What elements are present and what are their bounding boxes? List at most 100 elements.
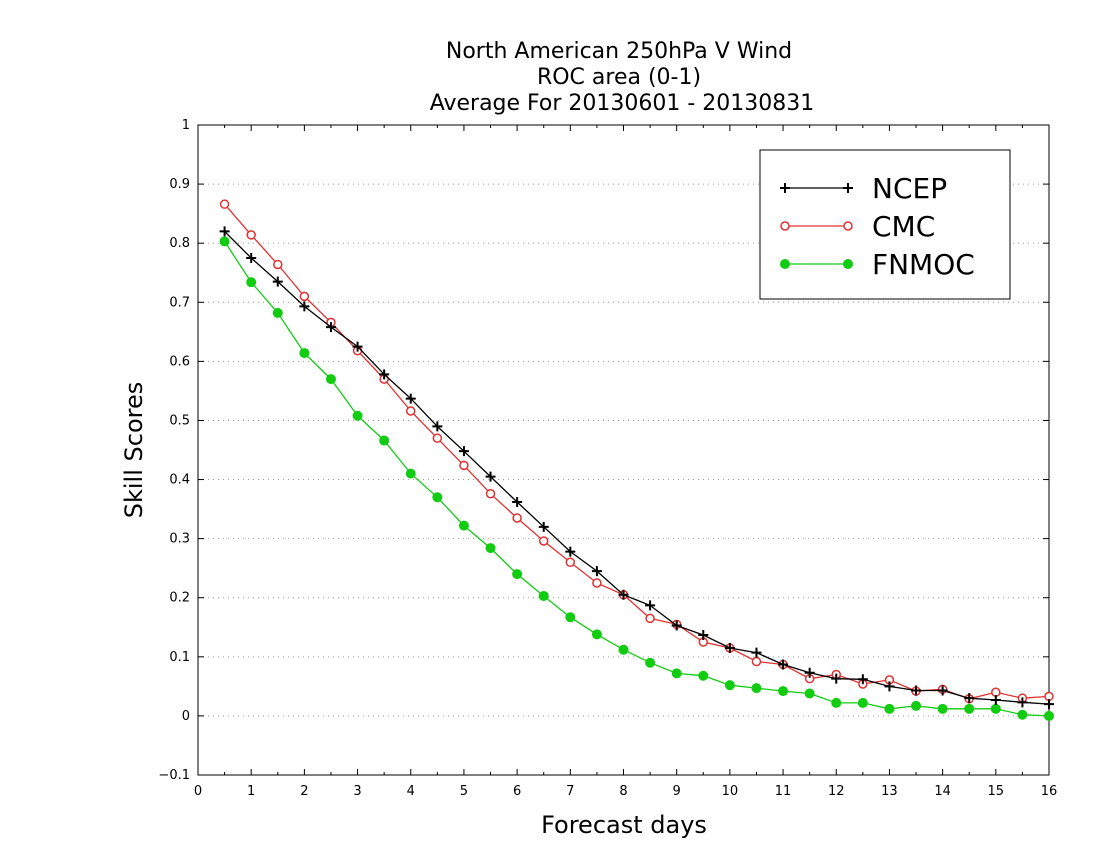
chart-title-line-2: ROC area (0-1) (537, 65, 701, 90)
legend-item-fnmoc: FNMOC (780, 248, 975, 281)
data-point-cmc (246, 230, 256, 240)
data-point-fnmoc (671, 668, 682, 679)
x-tick-label: 1 (247, 784, 255, 799)
y-tick-label: 0.4 (169, 473, 190, 488)
y-tick-label: 0.5 (169, 413, 190, 428)
y-tick-label: 0.2 (169, 591, 190, 606)
y-axis-label: Skill Scores (120, 382, 148, 519)
data-point-fnmoc (964, 703, 975, 714)
y-tick-label: 0.7 (169, 295, 190, 310)
data-point-ncep (379, 369, 390, 380)
chart-title: North American 250hPa V Wind ROC area (0… (430, 39, 815, 116)
legend-label-ncep: NCEP (872, 172, 947, 205)
data-point-ncep (645, 600, 656, 611)
data-point-fnmoc (379, 435, 390, 446)
data-point-cmc (645, 613, 655, 624)
data-point-fnmoc (565, 612, 576, 623)
data-point-fnmoc (272, 307, 283, 318)
x-tick-label: 16 (1041, 784, 1058, 799)
data-point-fnmoc (618, 644, 629, 655)
data-point-ncep (724, 642, 735, 653)
legend-item-ncep: NCEP (780, 172, 947, 205)
data-point-fnmoc (299, 348, 310, 359)
series-ncep (219, 226, 1054, 710)
x-axis-label: Forecast days (541, 811, 707, 839)
data-point-fnmoc (458, 520, 469, 531)
data-point-ncep (405, 393, 416, 404)
data-point-ncep (964, 693, 975, 704)
x-tick-label: 7 (566, 784, 574, 799)
data-point-ncep (911, 685, 922, 696)
data-point-fnmoc (857, 697, 868, 708)
data-point-cmc (538, 536, 549, 546)
data-point-ncep (1017, 697, 1028, 708)
data-point-cmc (273, 259, 283, 270)
axis-ticks: −0.100.10.20.30.40.50.60.70.80.910 1 2 3 4 5 6… (158, 118, 1057, 799)
data-point-fnmoc (219, 236, 230, 247)
data-point-ncep (219, 226, 230, 237)
data-point-fnmoc (325, 374, 336, 385)
data-point-fnmoc (698, 670, 709, 681)
x-tick-label: 8 (619, 784, 627, 799)
data-point-fnmoc (884, 703, 895, 714)
x-tick-label: 6 (513, 784, 521, 799)
data-point-cmc (406, 406, 416, 416)
data-point-cmc (565, 557, 576, 568)
data-point-ncep (937, 685, 948, 696)
series-line-fnmoc (224, 241, 1050, 717)
legend: NCEP CMC FNMOC (759, 149, 1011, 300)
data-point-ncep (671, 620, 682, 631)
legend-marker-fnmoc (780, 259, 790, 269)
data-point-fnmoc (937, 703, 948, 714)
legend-marker-cmc (780, 221, 790, 231)
series-fnmoc (219, 236, 1054, 721)
data-point-ncep (778, 659, 789, 670)
data-point-cmc (485, 488, 496, 499)
y-tick-label: −0.1 (158, 768, 190, 783)
data-point-ncep (804, 667, 815, 678)
data-point-ncep (751, 647, 762, 658)
data-point-fnmoc (911, 700, 922, 711)
chart-title-line-3: Average For 20130601 - 20130831 (430, 91, 815, 116)
x-tick-label: 10 (722, 784, 739, 799)
y-tick-label: 0.6 (169, 354, 190, 369)
legend-label-cmc: CMC (872, 210, 935, 243)
data-point-ncep (299, 301, 310, 312)
data-point-ncep (485, 471, 496, 482)
data-point-fnmoc (1044, 710, 1054, 721)
data-point-cmc (432, 433, 443, 443)
x-tick-label: 13 (881, 784, 898, 799)
data-point-ncep (246, 252, 257, 263)
data-point-ncep (565, 546, 576, 557)
data-point-fnmoc (512, 569, 523, 580)
x-tick-label: 5 (460, 784, 468, 799)
x-tick-label: 4 (407, 784, 415, 799)
legend-marker-ncep (780, 183, 790, 193)
data-point-ncep (432, 421, 443, 432)
x-tick-label: 14 (934, 784, 951, 799)
x-tick-label: 15 (988, 784, 1005, 799)
data-point-ncep (1044, 699, 1054, 710)
data-point-ncep (325, 322, 336, 333)
x-tick-label: 2 (300, 784, 308, 799)
data-point-fnmoc (1017, 709, 1028, 720)
legend-marker-cmc (843, 221, 853, 231)
data-point-fnmoc (751, 683, 762, 694)
y-tick-label: 0.1 (169, 650, 190, 665)
legend-box (759, 149, 1011, 300)
y-tick-label: 1 (182, 118, 190, 133)
data-point-ncep (990, 694, 1001, 705)
data-series (219, 199, 1054, 721)
y-tick-label: 0.3 (169, 532, 190, 547)
x-tick-label: 12 (828, 784, 845, 799)
data-point-fnmoc (352, 410, 363, 421)
data-point-ncep (618, 589, 629, 600)
data-point-fnmoc (485, 543, 496, 554)
x-tick-label: 3 (353, 784, 361, 799)
data-point-ncep (538, 521, 549, 532)
data-point-cmc (219, 199, 230, 209)
data-point-fnmoc (432, 492, 443, 503)
data-point-ncep (591, 566, 602, 577)
data-point-ncep (698, 629, 709, 640)
data-point-ncep (831, 673, 842, 684)
